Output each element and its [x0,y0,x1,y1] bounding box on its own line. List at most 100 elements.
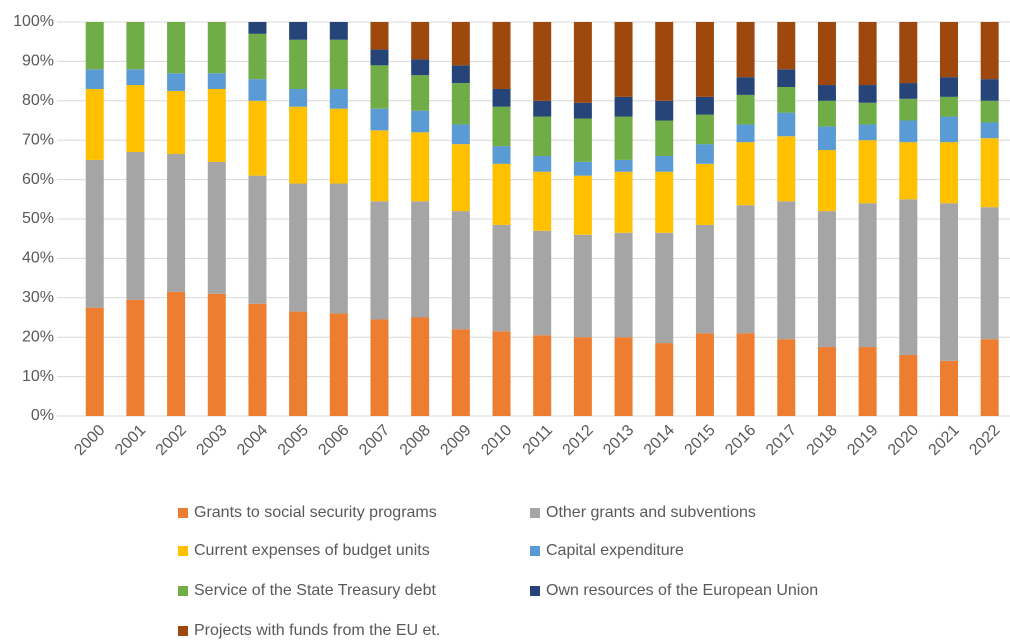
x-tick-label: 2020 [885,422,922,459]
bar-segment [207,293,226,416]
bar-segment [817,347,836,416]
bar-segment [370,65,389,109]
bar-segment [411,59,430,76]
x-tick-label: 2017 [763,422,800,459]
bar-segment [533,100,552,117]
bar-segment [370,319,389,416]
bar-segment [939,22,958,78]
bar-segment [289,22,308,40]
bar-segment [207,161,226,294]
bar-segment [573,161,592,176]
bar-segment [248,79,267,101]
bar-segment [777,136,796,202]
bar-segment [329,183,348,314]
bar-segment [858,22,877,86]
x-tick-label: 2005 [275,422,312,459]
bar-segment [777,201,796,340]
bar-segment [736,94,755,125]
bar-segment [980,100,999,123]
legend-label: Projects with funds from the EU et. [194,622,440,639]
bar-segment [614,232,633,338]
bar-segment [207,22,226,74]
bar-segment [655,171,674,233]
x-tick-label: 2013 [600,422,637,459]
bar-segment [451,144,470,212]
bar-segment [858,140,877,204]
bar-segment [492,163,511,225]
bar-segment [248,175,267,304]
bar-segment [167,22,186,74]
legend-label: Current expenses of budget units [194,542,430,559]
bar-segment [573,102,592,119]
bar-segment [899,142,918,200]
bar-segment [329,39,348,89]
bar-segment [899,83,918,99]
y-tick-label: 80% [22,92,54,109]
bar-segment [370,201,389,320]
bar-segment [533,171,552,231]
bar-segment [370,130,389,202]
bar-segment [980,79,999,101]
bar-segment [451,329,470,416]
bar-segment [248,100,267,176]
legend-swatch [530,508,540,518]
bar-segment [492,224,511,332]
bar-segment [451,22,470,66]
bar-segment [411,132,430,202]
bar-segment [248,33,267,80]
y-tick-label: 100% [13,13,54,30]
bar-segment [573,234,592,338]
bar-segment [736,77,755,95]
bar-segment [329,313,348,416]
bar-segment [695,114,714,145]
bar-segment [777,22,796,70]
bar-segment [858,124,877,141]
bar-segment [899,98,918,121]
y-tick-label: 60% [22,171,54,188]
x-tick-label: 2003 [193,422,230,459]
bar-segment [858,347,877,416]
bar-segment [858,203,877,348]
bar-segment [492,106,511,147]
bar-segment [614,22,633,97]
bar-segment [126,69,145,86]
legend-swatch [530,586,540,596]
bar-segment [614,171,633,233]
bar-segment [248,303,267,416]
x-tick-label: 2018 [804,422,841,459]
bar-segment [736,124,755,143]
bar-segment [736,22,755,78]
legend-swatch [178,508,188,518]
x-tick-label: 2019 [844,422,881,459]
bar-segment [899,120,918,143]
y-tick-label: 30% [22,289,54,306]
bar-segment [533,230,552,336]
bar-segment [167,90,186,154]
bar-segment [899,354,918,416]
bar-segment [573,118,592,162]
bar-segment [655,155,674,172]
bar-segment [858,85,877,103]
bar-segment [939,360,958,416]
bar-segment [980,22,999,80]
y-tick-label: 20% [22,328,54,345]
bar-segment [370,22,389,50]
legend-swatch [530,546,540,556]
bar-segment [533,22,552,101]
bar-segment [289,311,308,416]
bar-segment [817,22,836,86]
y-tick-label: 70% [22,131,54,148]
bar-segment [817,150,836,212]
bar-segment [167,291,186,416]
bar-segment [777,112,796,137]
bar-segment [411,317,430,416]
bar-segment [126,152,145,300]
bar-segment [289,88,308,107]
bar-segment [329,108,348,184]
bar-segment [289,39,308,89]
x-tick-label: 2011 [520,422,556,458]
bar-segment [939,116,958,143]
legend-label: Other grants and subventions [546,504,756,521]
bar-segment [492,22,511,89]
bar-segment [655,232,674,344]
